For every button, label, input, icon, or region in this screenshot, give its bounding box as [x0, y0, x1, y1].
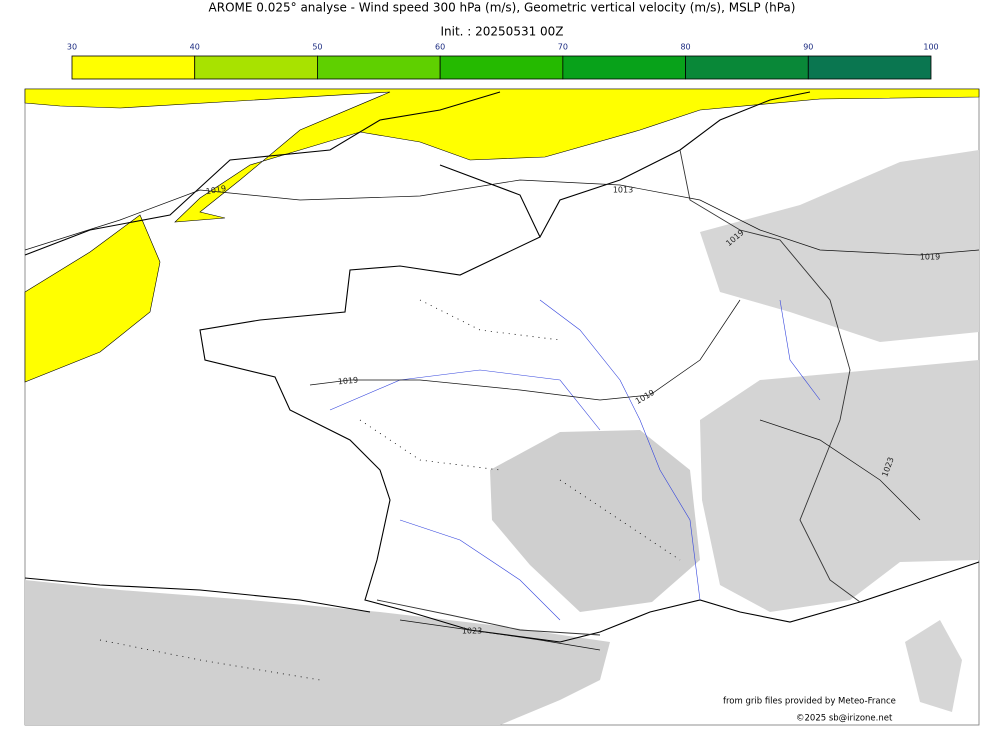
coastline — [199, 164, 980, 643]
map — [24, 88, 980, 726]
border — [679, 149, 861, 603]
colorbar-tick-label: 60 — [435, 43, 445, 52]
coastline — [24, 91, 501, 256]
title: AROME 0.025° analyse - Wind speed 300 hP… — [209, 1, 796, 15]
vertical-velocity — [99, 299, 681, 681]
wind-area — [24, 88, 980, 223]
credit-copyright: ©2025 sb@irizone.net — [796, 714, 893, 724]
colorbar-segment — [562, 55, 686, 80]
isobar-label: 1013 — [613, 186, 633, 195]
coastline — [24, 577, 371, 613]
colorbar-tick-label: 90 — [803, 43, 813, 52]
isobar — [24, 179, 980, 256]
colorbar: 30 40 50 60 70 80 90 100 — [67, 43, 939, 80]
wind-area — [24, 214, 161, 383]
border — [376, 599, 601, 636]
isobar — [309, 299, 741, 401]
isobar-label: 1019 — [205, 184, 227, 196]
isobar — [399, 419, 921, 651]
terrain — [905, 620, 962, 712]
colorbar-tick-label: 70 — [558, 43, 568, 52]
isobar-label: 1019 — [920, 253, 940, 262]
isobar-label: 1019 — [337, 376, 358, 387]
colorbar-tick-label: 80 — [680, 43, 690, 52]
colorbar-tick-label: 30 — [67, 43, 77, 52]
colorbar-tick-label: 50 — [312, 43, 322, 52]
terrain — [490, 430, 700, 612]
isobar-label: 1023 — [462, 627, 482, 636]
terrain — [700, 150, 979, 342]
credit-source: from grib files provided by Meteo-France — [723, 697, 896, 707]
colorbar-segment — [807, 55, 932, 80]
colorbar-segment — [685, 55, 809, 80]
colorbar-tick-label: 100 — [923, 43, 938, 52]
colorbar-segment — [71, 55, 196, 80]
colorbar-segment — [194, 55, 318, 80]
terrain — [25, 580, 610, 725]
river — [399, 519, 561, 621]
river — [539, 299, 701, 601]
colorbar-segment — [317, 55, 441, 80]
colorbar-tick-label: 40 — [190, 43, 200, 52]
init-time: Init. : 20250531 00Z — [440, 25, 563, 39]
colorbar-segment — [439, 55, 564, 80]
river — [779, 299, 821, 401]
